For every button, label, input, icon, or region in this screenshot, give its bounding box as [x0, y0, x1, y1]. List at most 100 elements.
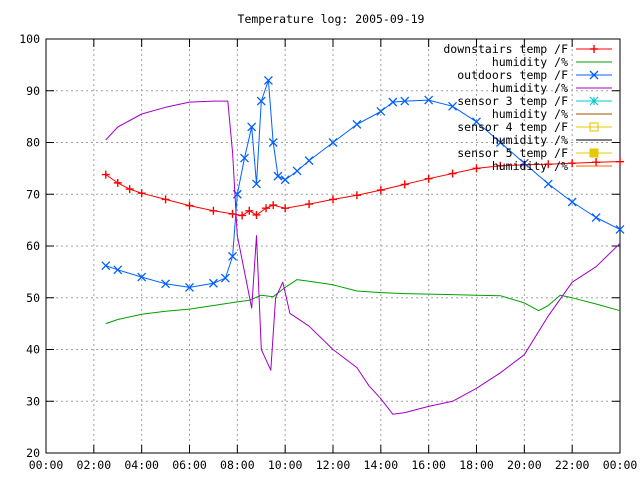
- legend-label: sensor 4 temp /F: [457, 120, 568, 134]
- series-0: [101, 157, 624, 220]
- data-point: [252, 179, 261, 189]
- series-line: [105, 161, 621, 216]
- legend-label: humidity /%: [492, 159, 568, 173]
- data-point: [592, 158, 601, 167]
- x-tick-label: 14:00: [364, 458, 399, 472]
- data-point: [273, 171, 283, 181]
- y-tick-label: 20: [26, 446, 40, 460]
- data-point: [305, 200, 314, 209]
- legend-marker: [590, 45, 598, 53]
- series-1: [105, 279, 621, 325]
- x-tick-label: 22:00: [555, 458, 590, 472]
- data-point: [256, 96, 266, 106]
- data-point: [292, 166, 302, 176]
- x-tick-label: 10:00: [268, 458, 303, 472]
- plot-frame: [45, 38, 621, 454]
- data-point: [352, 191, 361, 200]
- legend-marker: [589, 70, 599, 80]
- data-point: [185, 201, 194, 210]
- data-point: [245, 206, 254, 215]
- series-3: [105, 100, 621, 415]
- y-tick-label: 30: [26, 394, 40, 408]
- x-tick-label: 00:00: [603, 458, 638, 472]
- data-point: [495, 138, 505, 147]
- data-point: [400, 180, 409, 189]
- y-tick-label: 50: [26, 291, 40, 305]
- data-point: [519, 158, 529, 168]
- grid-lines: [46, 39, 620, 453]
- data-point: [304, 156, 314, 166]
- data-point: [240, 153, 249, 163]
- data-point: [185, 282, 194, 292]
- y-tick-label: 80: [26, 136, 40, 150]
- x-tick-label: 00:00: [29, 458, 64, 472]
- data-point: [388, 97, 398, 107]
- series-2: [101, 75, 625, 292]
- legend-label: sensor 5 temp /F: [457, 146, 568, 160]
- data-point: [208, 278, 218, 288]
- data-point: [329, 195, 337, 204]
- data-point: [228, 209, 237, 218]
- data-point: [328, 138, 338, 147]
- series-line: [105, 100, 621, 415]
- data-point: [520, 160, 529, 169]
- data-point: [472, 117, 481, 127]
- y-tick-label: 90: [26, 84, 40, 98]
- series-line: [105, 279, 621, 325]
- data-point: [137, 189, 146, 198]
- y-tick-label: 40: [26, 343, 40, 357]
- legend-label: downstairs temp /F: [443, 42, 568, 56]
- data-point: [101, 261, 111, 271]
- data-point: [616, 157, 624, 166]
- chart-title: Temperature log: 2005-09-19: [238, 12, 425, 26]
- data-point: [125, 185, 134, 194]
- legend-marker: [589, 148, 599, 158]
- legend-label: humidity /%: [492, 55, 568, 69]
- data-point: [544, 160, 553, 169]
- legend-label: humidity /%: [492, 81, 568, 95]
- data-point: [262, 204, 271, 213]
- x-tick-label: 08:00: [220, 458, 255, 472]
- data-point: [543, 179, 553, 189]
- data-point: [448, 101, 458, 111]
- data-point: [252, 210, 261, 219]
- data-point: [280, 175, 290, 185]
- data-point: [352, 119, 362, 129]
- data-point: [424, 174, 433, 183]
- data-point: [376, 186, 385, 195]
- data-point: [281, 204, 290, 213]
- axes: 00:00 02:00 04:00 06:00 08:00 10:00 12:00 14:00…: [19, 32, 637, 472]
- data-point: [568, 159, 577, 168]
- legend-label: humidity /%: [492, 107, 568, 121]
- data-point: [263, 75, 273, 85]
- data-point: [496, 161, 505, 170]
- data-point: [400, 96, 410, 106]
- y-tick-label: 100: [19, 32, 40, 46]
- y-tick-label: 70: [26, 187, 40, 201]
- data-point: [113, 178, 122, 187]
- data-point: [113, 265, 123, 275]
- x-tick-label: 06:00: [172, 458, 207, 472]
- data-point: [591, 213, 601, 222]
- data-point: [424, 95, 434, 105]
- data-point: [268, 138, 278, 147]
- data-point: [269, 201, 278, 210]
- y-tick-label: 60: [26, 239, 40, 253]
- x-tick-label: 12:00: [316, 458, 351, 472]
- data-point: [228, 251, 238, 261]
- data-point: [161, 279, 171, 289]
- data-point: [161, 195, 170, 204]
- x-tick-label: 16:00: [411, 458, 446, 472]
- data-point: [472, 164, 481, 173]
- legend-marker: [589, 122, 599, 132]
- legend-label: sensor 3 temp /F: [457, 94, 568, 108]
- data-point: [247, 122, 257, 132]
- x-tick-label: 18:00: [459, 458, 494, 472]
- x-tick-label: 20:00: [507, 458, 542, 472]
- data-point: [448, 169, 457, 178]
- plot-series: [101, 75, 625, 415]
- data-point: [376, 106, 386, 116]
